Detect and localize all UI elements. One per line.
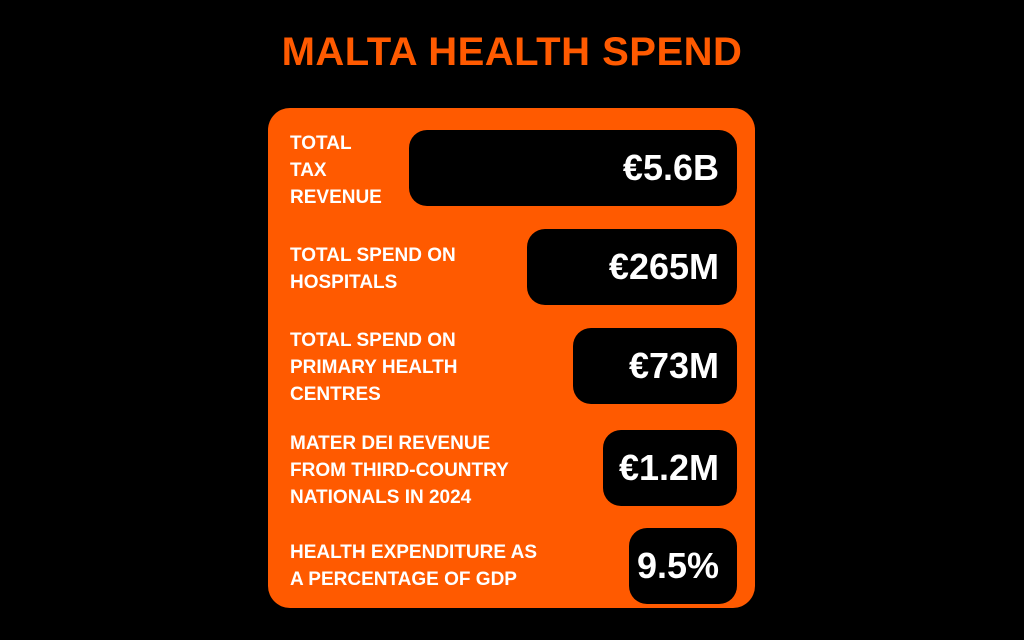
stat-label: TOTAL SPEND ON HOSPITALS (290, 245, 456, 293)
page-title: MALTA HEALTH SPEND (281, 30, 743, 74)
stat-value: €1.2M (603, 430, 737, 506)
stat-value: €5.6B (409, 130, 737, 206)
stat-value: €265M (527, 229, 737, 305)
stat-label: HEALTH EXPENDITURE AS A PERCENTAGE OF GD… (290, 542, 538, 590)
stat-value: €73M (573, 328, 737, 404)
stat-value: 9.5% (629, 528, 737, 604)
stat-label: TOTAL SPEND ON PRIMARY HEALTH CENTRES (290, 330, 458, 405)
stats-card: TOTAL TAX REVENUE €5.6B TOTAL SPEND ON H… (268, 108, 755, 608)
stat-label: MATER DEI REVENUE FROM THIRD-COUNTRY NAT… (290, 433, 509, 508)
stat-label: TOTAL TAX REVENUE (290, 133, 382, 208)
